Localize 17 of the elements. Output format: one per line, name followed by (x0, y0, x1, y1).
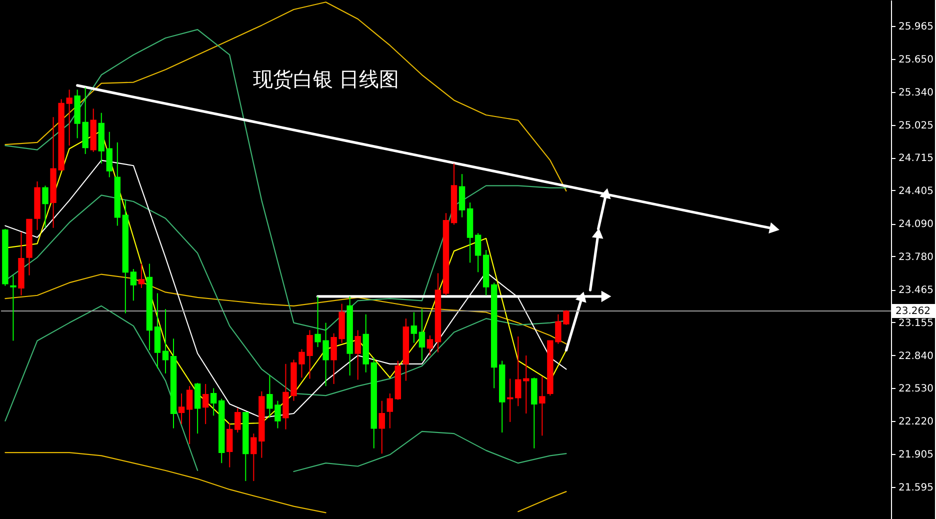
y-tick-label: 23.465 (898, 285, 934, 296)
y-tick-label: 25.025 (898, 120, 934, 132)
y-tick-label: 21.905 (898, 450, 934, 461)
y-tick-label: 23.155 (898, 318, 934, 329)
ref-line-label: 23.262 (896, 306, 930, 317)
y-tick-label: 22.840 (898, 350, 934, 362)
y-tick-label: 22.530 (898, 384, 934, 395)
y-tick-label: 25.965 (898, 21, 934, 32)
text: 现货白银 日线图 (252, 67, 400, 91)
y-tick-label: 21.595 (898, 482, 934, 494)
y-tick-label: 24.090 (898, 219, 934, 230)
y-tick-label: 23.780 (898, 252, 934, 263)
y-tick-label: 24.405 (898, 186, 934, 197)
y-tick-label: 25.340 (898, 87, 934, 98)
y-tick-label: 22.220 (898, 416, 934, 428)
y-tick-label: 25.650 (898, 54, 934, 66)
y-tick-label: 24.715 (898, 153, 934, 164)
